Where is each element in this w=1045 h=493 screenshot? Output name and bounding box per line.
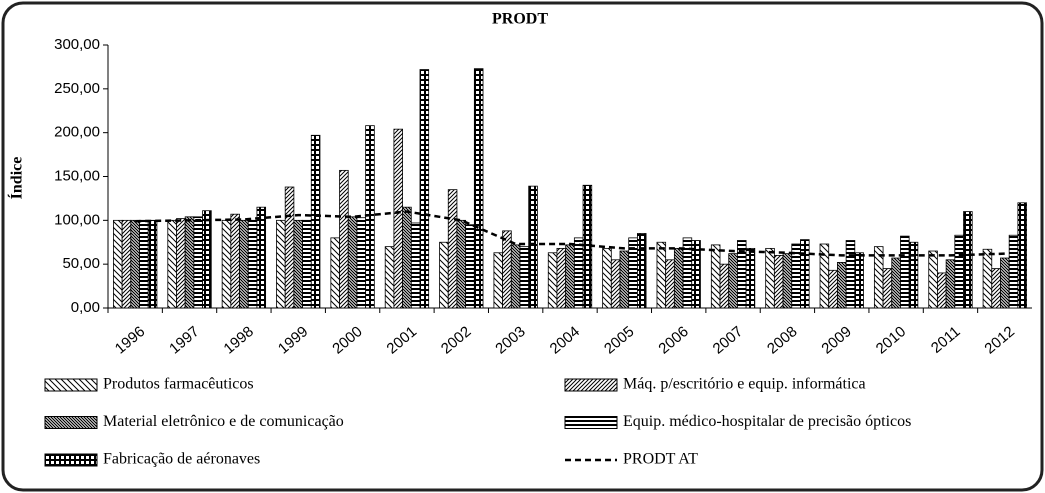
bar xyxy=(247,219,258,309)
bar xyxy=(891,257,901,309)
bar xyxy=(565,244,575,309)
bar xyxy=(330,237,340,309)
bar xyxy=(691,240,701,309)
bar xyxy=(139,219,149,309)
bar xyxy=(347,216,358,309)
bar xyxy=(782,253,793,309)
y-tick-label: 200,00 xyxy=(54,124,100,141)
bar xyxy=(837,262,847,309)
bar xyxy=(656,241,667,309)
bar xyxy=(602,247,612,309)
bar xyxy=(493,252,504,309)
legend-label: Máq. p/escritório e equip. informática xyxy=(623,376,866,393)
bar xyxy=(963,211,973,309)
bar xyxy=(519,246,530,309)
bar xyxy=(773,254,784,309)
bar xyxy=(147,219,158,309)
bar xyxy=(719,263,730,309)
legend-label: Produtos farmacêuticos xyxy=(103,376,254,393)
bar xyxy=(610,259,621,309)
legend-label: Fabricação de aéronaves xyxy=(103,451,260,468)
bar xyxy=(765,247,775,309)
bar xyxy=(573,237,584,309)
bar xyxy=(556,247,567,309)
y-tick-label: 50,00 xyxy=(62,255,100,272)
y-tick-label: 100,00 xyxy=(54,211,100,228)
bar xyxy=(547,252,558,309)
bar xyxy=(728,253,738,309)
bar xyxy=(293,219,303,309)
bar xyxy=(302,219,312,309)
bar xyxy=(310,134,321,309)
bar xyxy=(710,244,721,309)
bar xyxy=(439,241,449,309)
bar xyxy=(665,259,675,309)
line-series xyxy=(135,210,1005,257)
legend-swatch xyxy=(44,453,98,467)
legend-label: Material eletrônico e de comunicação xyxy=(103,413,344,430)
bar xyxy=(928,250,938,309)
y-axis-label: Índice xyxy=(7,157,26,200)
bar xyxy=(954,234,964,309)
bar xyxy=(636,233,647,309)
bar xyxy=(384,246,395,309)
bar xyxy=(356,217,367,309)
bar xyxy=(945,259,956,309)
bar xyxy=(1008,234,1019,309)
bar xyxy=(221,219,232,309)
legend-label: Equip. médico-hospitalar de precisão ópt… xyxy=(623,413,911,430)
bar xyxy=(202,210,212,309)
bar xyxy=(410,222,421,309)
bar xyxy=(184,216,195,309)
bar xyxy=(619,250,630,309)
bar xyxy=(284,186,295,309)
bar xyxy=(419,69,430,309)
bar xyxy=(447,189,458,309)
bar xyxy=(239,219,249,309)
bar xyxy=(882,268,893,309)
bar xyxy=(510,244,521,309)
bar xyxy=(908,241,919,309)
legend-swatch xyxy=(564,416,618,429)
bar xyxy=(800,239,810,309)
bar xyxy=(991,268,1001,309)
bar xyxy=(402,206,412,309)
bar xyxy=(673,247,684,309)
chart-title: PRODT xyxy=(492,11,548,28)
bar xyxy=(256,206,267,309)
bar xyxy=(1017,202,1027,309)
bar xyxy=(393,128,403,309)
y-tick-label: 0,00 xyxy=(71,299,100,316)
bar xyxy=(365,125,375,309)
bar xyxy=(845,240,856,309)
bar xyxy=(339,169,349,309)
bar xyxy=(982,248,993,309)
bar xyxy=(121,219,132,309)
bar xyxy=(528,185,538,309)
legend-swatch xyxy=(44,378,98,392)
bar xyxy=(745,247,756,309)
bar xyxy=(1000,257,1010,309)
bar xyxy=(276,219,286,309)
y-tick-label: 150,00 xyxy=(54,167,100,184)
bar xyxy=(473,68,484,309)
bar xyxy=(465,224,475,309)
bar xyxy=(130,219,140,309)
bar xyxy=(193,216,203,309)
bar xyxy=(854,252,864,309)
legend-swatch xyxy=(44,416,98,429)
bar xyxy=(176,218,186,309)
legend-swatch xyxy=(564,378,618,392)
y-tick-label: 250,00 xyxy=(54,80,100,97)
bar xyxy=(937,272,947,309)
bar xyxy=(828,269,838,309)
y-tick-label: 300,00 xyxy=(54,36,100,53)
bar xyxy=(167,219,177,309)
bar xyxy=(900,235,910,309)
bar xyxy=(456,219,467,309)
legend-label: PRODT AT xyxy=(623,451,698,468)
bar xyxy=(230,213,240,309)
bar xyxy=(113,219,123,309)
